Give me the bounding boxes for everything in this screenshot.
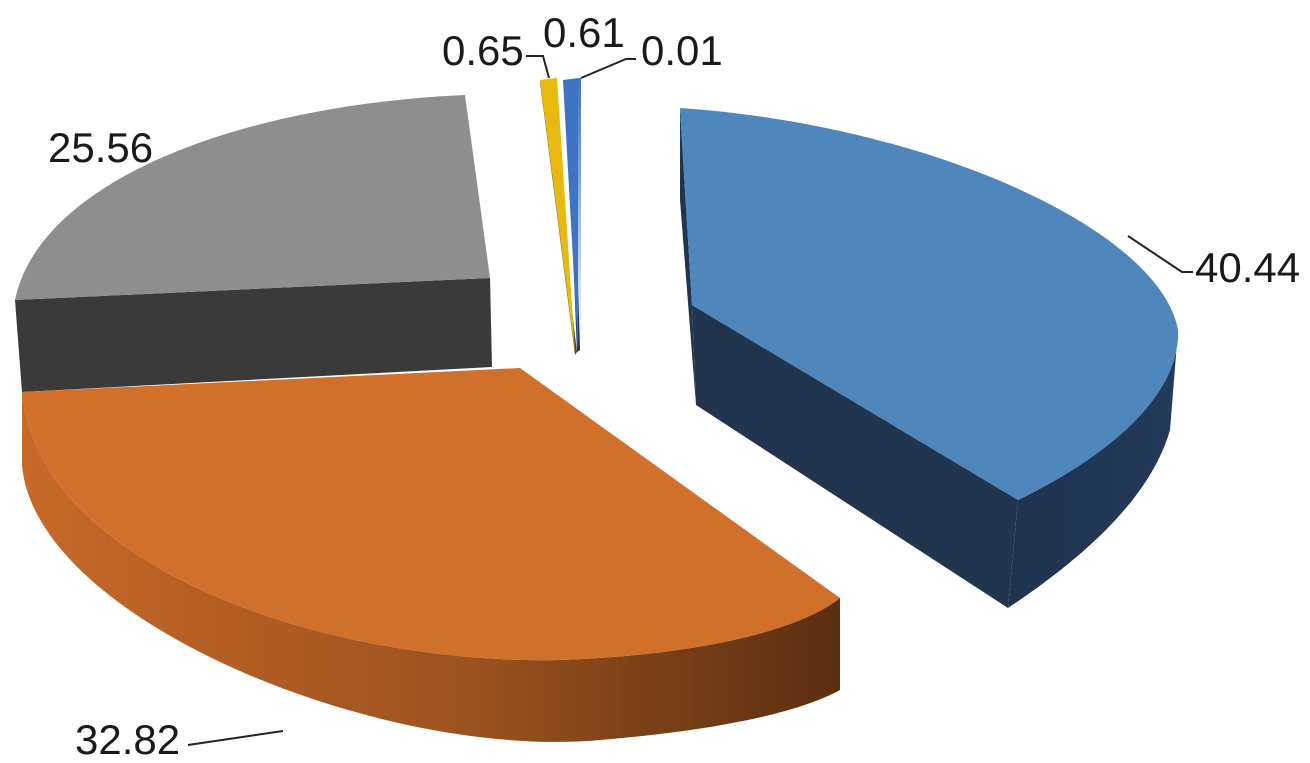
slice-40-44-side-cut <box>692 305 1018 608</box>
leader-40-44 <box>1127 235 1193 273</box>
leader-lines <box>187 55 1193 746</box>
slice-0-61 <box>563 78 580 352</box>
slice-25-56 <box>15 95 492 392</box>
label-0-01: 0.01 <box>641 27 723 74</box>
slice-0-01-top <box>579 78 581 348</box>
label-25-56: 25.56 <box>48 124 153 171</box>
label-32-82: 32.82 <box>75 716 180 763</box>
leader-32-82 <box>187 730 284 746</box>
data-labels: 40.44 32.82 25.56 0.65 0.61 0.01 <box>48 9 1300 763</box>
label-0-65: 0.65 <box>442 27 524 74</box>
slice-40-44-side-inner <box>680 108 696 405</box>
slice-0-65 <box>540 78 577 355</box>
leader-0-01 <box>580 58 636 79</box>
slice-0-61-top <box>563 78 579 350</box>
slice-32-82-side <box>22 392 840 742</box>
slice-32-82-top <box>22 368 840 661</box>
slice-0-01 <box>579 78 581 348</box>
slice-32-82 <box>22 368 840 742</box>
slice-40-44-side-outer <box>1008 330 1179 608</box>
leader-0-65 <box>526 55 550 79</box>
slice-25-56-top <box>15 95 490 300</box>
slice-0-65-top <box>540 78 575 352</box>
label-0-61: 0.61 <box>543 9 625 56</box>
slice-40-44 <box>680 108 1179 608</box>
slice-25-56-side <box>15 278 492 392</box>
label-40-44: 40.44 <box>1195 244 1300 291</box>
slice-40-44-top <box>680 108 1179 500</box>
